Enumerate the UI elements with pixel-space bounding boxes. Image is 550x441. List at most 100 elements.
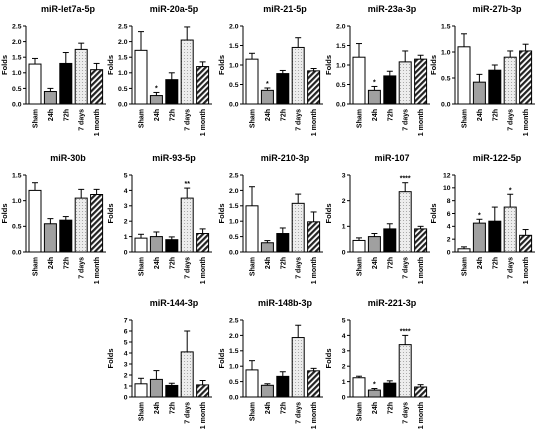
y-axis-label: Folds xyxy=(217,204,226,224)
bar xyxy=(165,79,179,105)
bar xyxy=(149,378,163,398)
bar xyxy=(307,370,321,398)
x-tick-label: 7 days xyxy=(508,109,515,131)
x-tick-label: 1 month xyxy=(311,257,318,284)
y-tick-label: 2.0 xyxy=(229,333,239,340)
y-axis-label: Folds xyxy=(324,204,333,224)
bar xyxy=(291,337,305,398)
significance-label: * xyxy=(373,382,376,389)
bar xyxy=(276,375,290,398)
bar xyxy=(196,384,210,398)
x-tick-label: Sham xyxy=(139,402,146,421)
x-tick-label: Sham xyxy=(250,402,257,421)
x-tick-label: 24h xyxy=(265,109,272,121)
bar xyxy=(43,223,57,253)
y-tick-label: 0.5 xyxy=(229,234,239,241)
x-tick-label: 7 days xyxy=(296,257,303,279)
x-tick-label: 7 days xyxy=(296,402,303,424)
x-tick-label: Sham xyxy=(139,109,146,128)
bar xyxy=(472,81,486,105)
x-tick-label: 72h xyxy=(63,109,70,121)
bar xyxy=(165,384,179,398)
x-tick-label: 1 month xyxy=(200,109,207,136)
y-tick-label: 0.5 xyxy=(12,224,22,231)
x-tick-label: 1 month xyxy=(200,257,207,284)
significance-label: * xyxy=(478,212,481,219)
y-tick-label: 4 xyxy=(124,188,128,195)
y-tick-label: 3 xyxy=(342,348,346,355)
y-tick-label: 3 xyxy=(342,172,346,179)
bar xyxy=(291,202,305,253)
y-tick-label: 2.0 xyxy=(336,23,346,30)
y-tick-label: 0.0 xyxy=(441,101,451,108)
y-tick-label: 0.5 xyxy=(118,86,128,93)
y-axis-label: Folds xyxy=(217,55,226,75)
bar xyxy=(352,239,366,253)
y-tick-label: 8 xyxy=(447,198,451,205)
x-tick-label: Sham xyxy=(33,109,40,128)
bar xyxy=(43,91,57,105)
bar xyxy=(180,39,194,105)
x-tick-label: Sham xyxy=(250,109,257,128)
bar xyxy=(28,63,42,105)
x-tick-label: 72h xyxy=(280,109,287,121)
x-tick-label: 7 days xyxy=(508,257,515,279)
bar xyxy=(90,194,104,253)
chart-panel: miR-93-5p Folds 0 1 2 3 4 5 Sham 24h 72h ** 7 days 1 … xyxy=(106,153,212,284)
x-tick-label: Sham xyxy=(250,257,257,276)
chart-title: miR-148b-3p xyxy=(258,298,313,308)
bar xyxy=(59,219,73,253)
x-tick-label: 72h xyxy=(387,402,394,414)
bar xyxy=(352,56,366,105)
bar xyxy=(245,369,259,398)
y-tick-label: 3 xyxy=(124,203,128,210)
bar xyxy=(383,228,397,253)
bar xyxy=(398,61,412,105)
y-axis-label: Folds xyxy=(106,349,115,369)
chart-panel: miR-107 Folds 0 1 2 3 Sham 24h 72h **** 7 days 1 mo… xyxy=(324,153,430,284)
chart-title: miR-20a-5p xyxy=(150,4,199,14)
x-tick-label: 1 month xyxy=(523,109,530,136)
chart-title: miR-let7a-5p xyxy=(41,4,96,14)
y-tick-label: 0.0 xyxy=(12,101,22,108)
bar xyxy=(519,234,533,253)
bar xyxy=(488,69,502,105)
x-tick-label: 1 month xyxy=(200,402,207,429)
y-tick-label: 3 xyxy=(124,361,128,368)
x-tick-label: 24h xyxy=(477,109,484,121)
x-tick-label: 24h xyxy=(154,109,161,121)
bar xyxy=(180,197,194,253)
significance-label: **** xyxy=(400,176,411,183)
chart-title: miR-221-3p xyxy=(368,298,417,308)
y-tick-label: 4 xyxy=(342,333,346,340)
bar xyxy=(472,222,486,253)
bar xyxy=(134,383,148,398)
bar xyxy=(307,221,321,253)
x-tick-label: 7 days xyxy=(185,402,192,424)
chart-title: miR-21-5p xyxy=(263,4,307,14)
significance-label: ** xyxy=(184,181,190,188)
y-tick-label: 1.5 xyxy=(441,23,451,30)
y-axis-label: Folds xyxy=(324,55,333,75)
y-tick-label: 0.5 xyxy=(229,82,239,89)
x-tick-label: Sham xyxy=(139,257,146,276)
y-tick-label: 1.5 xyxy=(229,43,239,50)
y-tick-label: 0.5 xyxy=(12,86,22,93)
bar xyxy=(414,386,428,398)
y-tick-label: 0.0 xyxy=(229,394,239,401)
bar xyxy=(457,46,471,105)
x-tick-label: 72h xyxy=(169,109,176,121)
x-tick-label: 24h xyxy=(48,257,55,269)
x-tick-label: 72h xyxy=(280,257,287,269)
y-tick-label: 2.0 xyxy=(229,23,239,30)
bar xyxy=(276,233,290,253)
x-tick-label: 7 days xyxy=(296,109,303,131)
y-tick-label: 1.0 xyxy=(229,364,239,371)
x-tick-label: 24h xyxy=(477,257,484,269)
bar xyxy=(457,248,471,253)
y-tick-label: 0.0 xyxy=(12,249,22,256)
x-tick-label: 1 month xyxy=(418,257,425,284)
significance-label: **** xyxy=(400,328,411,335)
y-tick-label: 2.5 xyxy=(118,23,128,30)
x-tick-label: 1 month xyxy=(418,109,425,136)
